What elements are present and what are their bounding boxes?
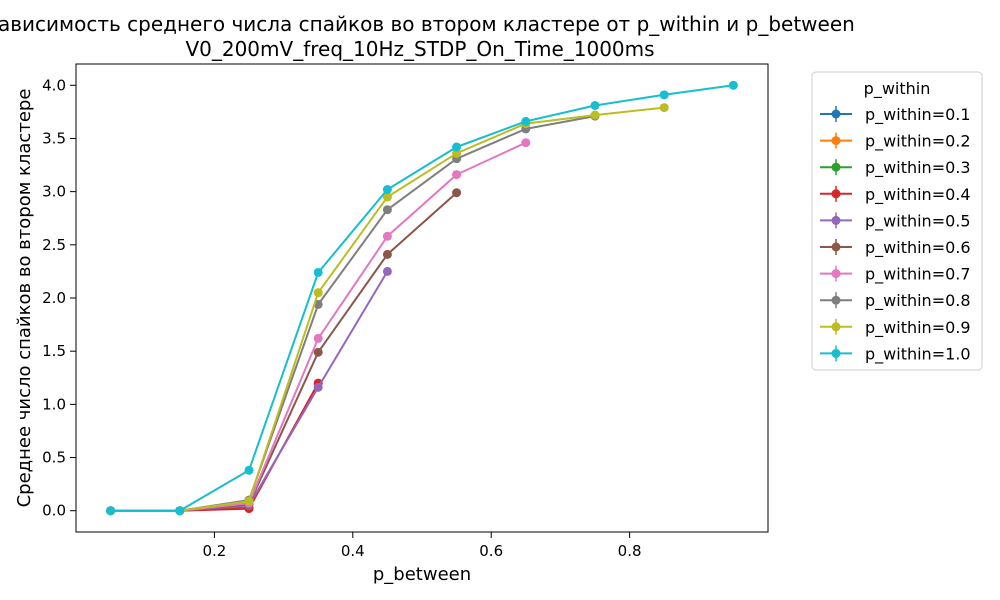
- data-point: [521, 116, 531, 126]
- x-axis-label: p_between: [373, 564, 471, 585]
- plot-area: [75, 63, 769, 533]
- y-axis-label: Среднее число спайков во втором кластере: [14, 89, 35, 508]
- data-point: [452, 170, 462, 180]
- data-point: [244, 465, 254, 475]
- plot-frame: [75, 63, 769, 533]
- legend-item: p_within=0.5: [820, 211, 971, 231]
- chart-subtitle: V0_200mV_freq_10Hz_STDP_On_Time_1000ms: [185, 37, 654, 61]
- legend-label: p_within=0.2: [865, 132, 971, 152]
- series-p_within=0.9: [106, 103, 669, 516]
- legend-point-marker: [831, 242, 841, 252]
- chart-title: Зависимость среднего числа спайков во вт…: [0, 12, 855, 36]
- y-tick-label: 2.0: [42, 289, 66, 307]
- data-point: [313, 333, 323, 343]
- data-point: [728, 80, 738, 90]
- legend-point-marker: [831, 162, 841, 172]
- data-point: [244, 496, 254, 506]
- y-tick-label: 0.0: [42, 502, 66, 520]
- y-axis: 0.0 0.5 1.0 1.5 2.0 2.5 3.0 3.5 4.0: [42, 76, 76, 520]
- data-point: [659, 103, 669, 113]
- x-tick-label: 0.8: [618, 542, 642, 560]
- y-tick-label: 0.5: [42, 449, 66, 467]
- data-point: [106, 506, 116, 516]
- legend-item: p_within=0.9: [820, 318, 971, 338]
- legend: p_within p_within=0.1p_within=0.2p_withi…: [811, 71, 983, 371]
- y-tick-label: 3.5: [42, 129, 66, 147]
- legend-item: p_within=0.4: [820, 185, 971, 205]
- legend-point-marker: [831, 189, 841, 199]
- legend-point-marker: [831, 348, 841, 358]
- data-point: [313, 347, 323, 357]
- legend-item: p_within=0.2: [820, 132, 971, 152]
- data-point: [382, 266, 392, 276]
- y-tick-label: 1.5: [42, 342, 66, 360]
- data-point: [313, 288, 323, 298]
- legend-item: p_within=0.8: [820, 291, 971, 311]
- data-point: [659, 90, 669, 100]
- series-line: [110, 141, 527, 512]
- data-point: [452, 148, 462, 158]
- y-tick-label: 1.0: [42, 395, 66, 413]
- legend-label: p_within=1.0: [865, 344, 971, 364]
- legend-items: p_within=0.1 p_within=0.2 p_within=0.3 p_wi…: [820, 105, 971, 364]
- legend-point-marker: [831, 109, 841, 119]
- y-tick-label: 3.0: [42, 183, 66, 201]
- data-point: [452, 142, 462, 152]
- legend-label: p_within=0.8: [865, 291, 971, 311]
- legend-label: p_within=0.4: [865, 185, 971, 205]
- legend-item: p_within=0.7: [820, 265, 971, 285]
- legend-point-marker: [831, 136, 841, 146]
- series-line: [110, 106, 665, 512]
- chart-title-group: Зависимость среднего числа спайков во вт…: [0, 12, 855, 61]
- legend-point-marker: [831, 215, 841, 225]
- series-p_within=0.6: [106, 188, 462, 516]
- series-p_within=0.5: [106, 266, 392, 516]
- legend-label: p_within=0.9: [865, 318, 971, 338]
- legend-title: p_within: [864, 79, 931, 99]
- y-tick-label: 4.0: [42, 76, 66, 94]
- data-point: [452, 188, 462, 198]
- legend-box: [811, 71, 983, 371]
- legend-label: p_within=0.1: [865, 105, 971, 125]
- data-point: [313, 382, 323, 392]
- y-tick-label: 2.5: [42, 236, 66, 254]
- data-point: [382, 231, 392, 241]
- legend-point-marker: [831, 269, 841, 279]
- legend-item: p_within=1.0: [820, 344, 971, 364]
- x-tick-label: 0.4: [341, 542, 365, 560]
- legend-item: p_within=0.3: [820, 158, 971, 178]
- series-p_within=0.8: [106, 111, 600, 516]
- data-point: [590, 100, 600, 110]
- data-point: [521, 138, 531, 148]
- series-p_within=1.0: [106, 80, 738, 516]
- series-line: [110, 115, 596, 512]
- legend-label: p_within=0.6: [865, 238, 971, 258]
- data-point: [175, 506, 185, 516]
- data-point: [382, 249, 392, 259]
- data-point: [590, 110, 600, 120]
- legend-label: p_within=0.7: [865, 265, 971, 285]
- legend-point-marker: [831, 322, 841, 332]
- legend-item: p_within=0.1: [820, 105, 971, 125]
- legend-point-marker: [831, 295, 841, 305]
- series-p_within=0.4: [106, 378, 323, 516]
- series-line: [110, 84, 734, 512]
- data-point: [382, 192, 392, 202]
- series-p_within=0.7: [106, 138, 531, 516]
- legend-item: p_within=0.6: [820, 238, 971, 258]
- data-point: [382, 205, 392, 215]
- x-tick-label: 0.6: [479, 542, 503, 560]
- series-line: [110, 191, 458, 512]
- data-point: [313, 267, 323, 277]
- x-axis: 0.2 0.4 0.6 0.8: [202, 532, 642, 560]
- series-layer: [106, 80, 738, 516]
- legend-label: p_within=0.5: [865, 211, 971, 231]
- data-point: [382, 185, 392, 195]
- x-tick-label: 0.2: [202, 542, 226, 560]
- legend-label: p_within=0.3: [865, 158, 971, 178]
